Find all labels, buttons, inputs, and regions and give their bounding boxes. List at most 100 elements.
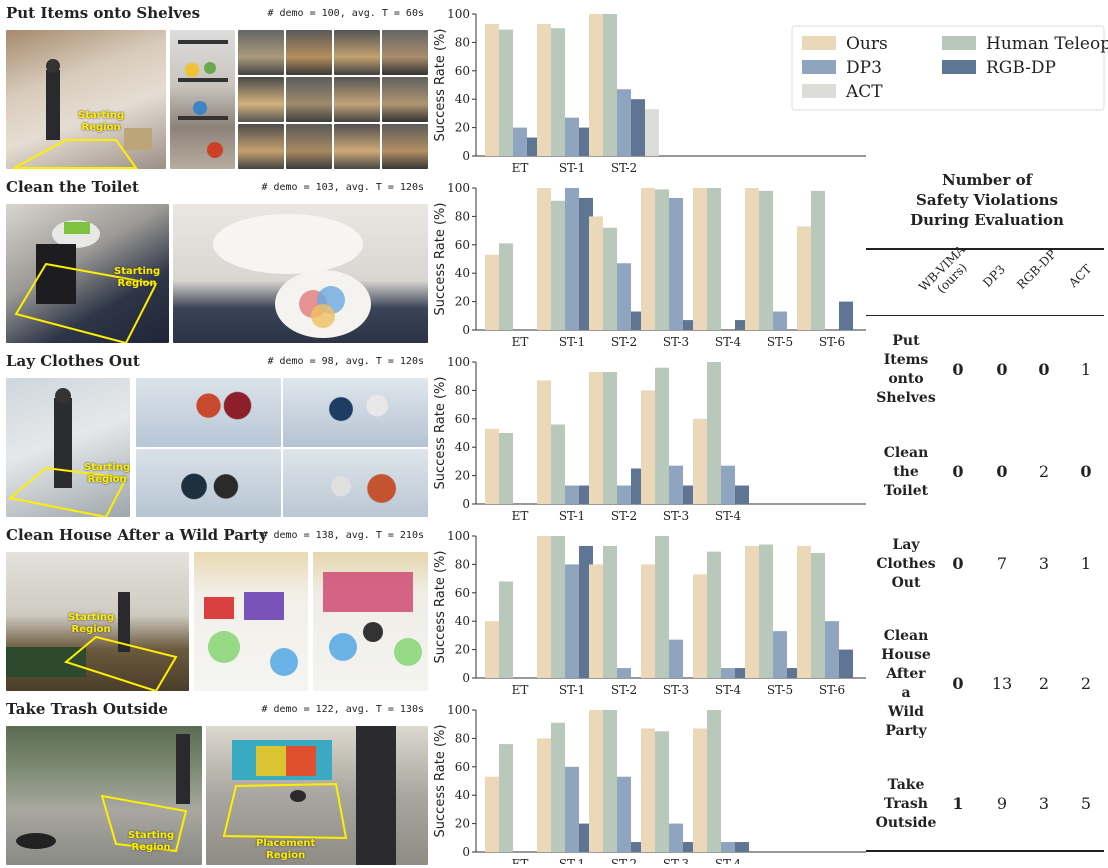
bar-human-teleop- <box>811 553 825 678</box>
bar-ours <box>485 428 499 504</box>
bar-act <box>645 109 659 156</box>
bar-human-teleop- <box>655 536 669 678</box>
bar-ours <box>485 23 499 156</box>
y-tick-label: 60 <box>455 760 470 774</box>
legend-label: Human Teleop. <box>986 34 1108 54</box>
robot-start-photo: Starting Region <box>6 726 202 865</box>
x-tick-label: ET <box>512 857 529 864</box>
y-tick-label: 80 <box>455 35 470 49</box>
bar-dp3 <box>565 117 579 156</box>
x-tick-label: ST-5 <box>767 683 793 697</box>
violation-count: 1 <box>952 794 964 813</box>
bar-human-teleop- <box>603 227 617 330</box>
y-axis-label: Success Rate (%) <box>433 203 448 316</box>
bar-rgb-dp <box>631 99 645 156</box>
bar-human-teleop- <box>655 189 669 330</box>
y-tick-label: 40 <box>455 614 470 628</box>
bar-human-teleop- <box>551 424 565 504</box>
bar-human-teleop- <box>655 731 669 852</box>
task-meta: # demo = 122, avg. T = 130s <box>261 704 424 715</box>
bar-dp3 <box>773 311 787 330</box>
legend-label: RGB-DP <box>986 58 1056 78</box>
y-tick-label: 60 <box>455 64 470 78</box>
bar-ours <box>797 545 811 678</box>
x-tick-label: ST-4 <box>715 335 742 349</box>
x-tick-label: ST-4 <box>715 509 742 523</box>
bar-rgb-dp <box>735 842 749 852</box>
bar-dp3 <box>669 197 683 330</box>
y-axis-label: Success Rate (%) <box>433 377 448 490</box>
bar-human-teleop- <box>499 243 513 330</box>
bar-ours <box>537 380 551 504</box>
bar-human-teleop- <box>603 710 617 852</box>
robot-start-photo: Starting Region <box>6 378 130 517</box>
legend-swatch <box>802 36 836 50</box>
legend-label: ACT <box>845 82 883 102</box>
violation-count: 0 <box>952 554 964 573</box>
x-tick-label: ST-3 <box>663 857 689 864</box>
bar-human-teleop- <box>499 433 513 504</box>
bar-dp3 <box>669 823 683 852</box>
bar-ours <box>485 254 499 330</box>
starting-region-label: Starting Region <box>114 266 161 289</box>
chart-4: 0 20 40 60 80 100 Success Rate (%) ET ST-1 ST-2 ST… <box>433 703 866 864</box>
bar-dp3 <box>565 188 579 330</box>
violation-count: 13 <box>991 674 1013 693</box>
violation-count: 0 <box>1038 360 1050 379</box>
bar-human-teleop- <box>551 28 565 157</box>
bar-ours <box>641 390 655 504</box>
y-tick-label: 80 <box>455 209 470 223</box>
y-tick-label: 20 <box>455 643 470 657</box>
bar-human-teleop- <box>655 367 669 504</box>
violation-count: 7 <box>996 554 1008 573</box>
bar-dp3 <box>617 263 631 330</box>
table-bottom-rule <box>866 850 1104 852</box>
violation-count: 0 <box>952 360 964 379</box>
robot-start-photo: Starting Region <box>6 204 169 343</box>
x-tick-label: ET <box>512 161 529 175</box>
task-panel-clean-house: Clean House After a Wild Party # demo = … <box>0 522 430 694</box>
y-tick-label: 100 <box>447 7 470 21</box>
x-tick-label: ST-1 <box>559 335 585 349</box>
bar-dp3 <box>617 485 631 504</box>
bar-human-teleop- <box>603 371 617 504</box>
bar-ours <box>693 418 707 504</box>
bar-ours <box>589 371 603 504</box>
y-tick-label: 40 <box>455 788 470 802</box>
x-tick-label: ST-6 <box>819 683 845 697</box>
y-tick-label: 100 <box>447 703 470 717</box>
bar-human-teleop- <box>707 710 721 852</box>
x-tick-label: ET <box>512 335 529 349</box>
violation-count: 2 <box>1038 674 1050 693</box>
bar-rgb-dp <box>735 320 749 330</box>
task-meta: # demo = 100, avg. T = 60s <box>267 8 424 19</box>
x-tick-label: ST-2 <box>611 857 637 864</box>
shelf-photo <box>170 30 235 169</box>
violation-count: 2 <box>1080 674 1092 693</box>
task-panel-lay-clothes: Lay Clothes Out # demo = 98, avg. T = 12… <box>0 348 430 520</box>
bar-dp3 <box>721 465 735 504</box>
bar-dp3 <box>773 631 787 678</box>
x-tick-label: ST-3 <box>663 335 689 349</box>
col-head-act: ACT <box>1066 261 1095 290</box>
x-tick-label: ST-6 <box>819 335 845 349</box>
bar-human-teleop- <box>759 190 773 330</box>
bar-rgb-dp <box>839 301 853 330</box>
task-title: Clean House After a Wild Party <box>6 526 268 544</box>
task-title: Take Trash Outside <box>6 700 168 718</box>
col-head-wbvima: WB-VIMA (ours) <box>916 242 970 296</box>
starting-region-label: Starting Region <box>78 110 125 133</box>
bar-rgb-dp <box>631 842 645 852</box>
violation-count: 3 <box>1038 554 1050 573</box>
table-mid-rule <box>866 315 1104 316</box>
y-axis-label: Success Rate (%) <box>433 551 448 664</box>
y-tick-label: 80 <box>455 557 470 571</box>
x-tick-label: ST-1 <box>559 857 585 864</box>
bar-human-teleop- <box>499 744 513 852</box>
task-title: Put Items onto Shelves <box>6 4 201 22</box>
x-tick-label: ST-1 <box>559 683 585 697</box>
y-tick-label: 20 <box>455 295 470 309</box>
chart-1: 0 20 40 60 80 100 Success Rate (%) ET ST-1 ST-2 ST… <box>433 181 866 349</box>
violation-count: 0 <box>996 462 1008 481</box>
bar-ours <box>589 216 603 330</box>
